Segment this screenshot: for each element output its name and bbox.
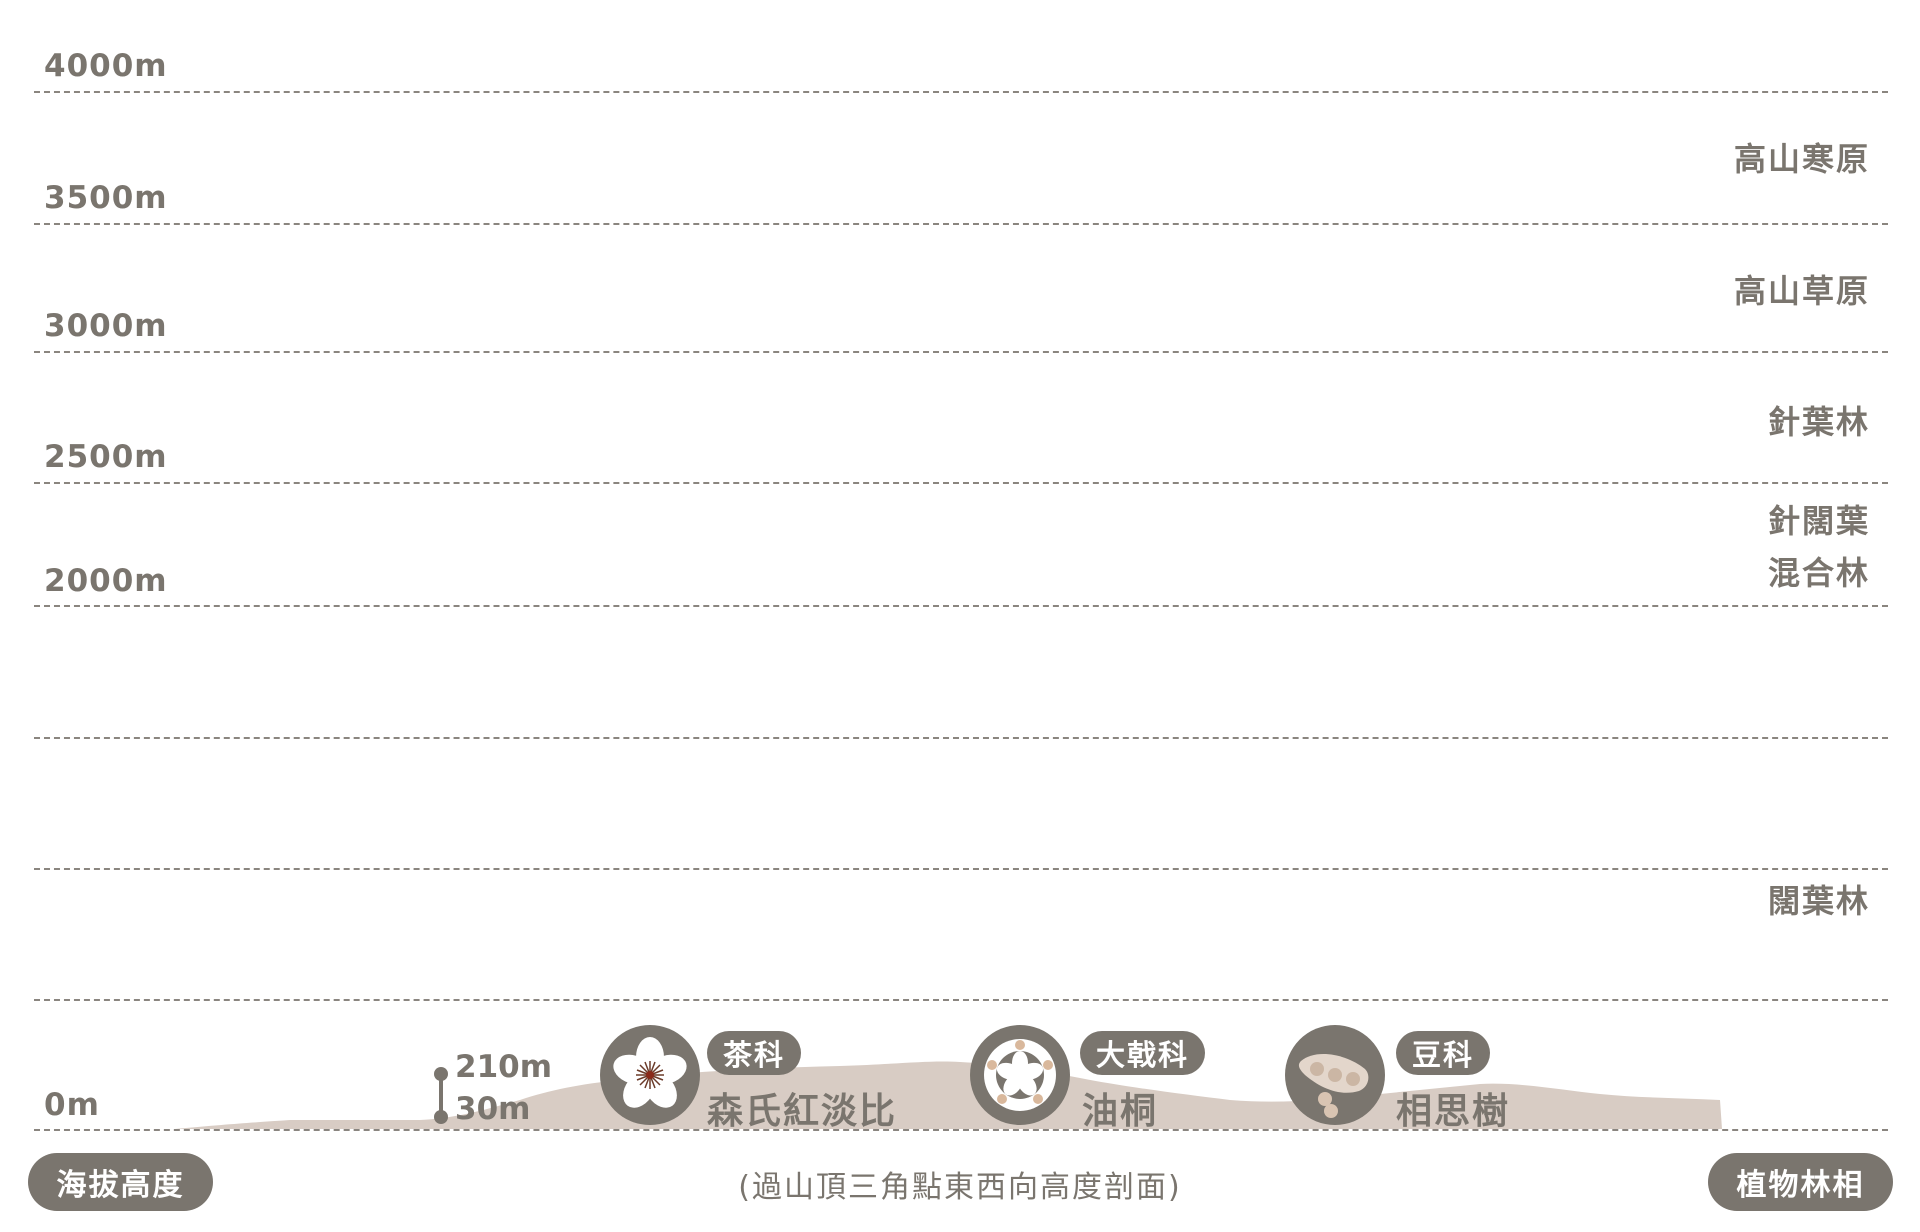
plant-name-tung: 油桐	[1082, 1091, 1159, 1132]
gridline-2500	[34, 482, 1888, 484]
elevation-label-2000: 2000m	[44, 563, 168, 599]
right-axis-pill: 植物林相	[1708, 1153, 1893, 1211]
range-bottom-label: 30m	[455, 1091, 531, 1127]
zone-label-alpine-tundra: 高山寒原	[1733, 140, 1870, 178]
gridline-3500	[34, 223, 1888, 225]
elevation-label-0: 0m	[44, 1087, 100, 1123]
zone-label-broadleaf: 闊葉林	[1767, 882, 1870, 920]
plant-name-cleyera: 森氏紅淡比	[707, 1091, 898, 1132]
zone-label-mixed-forest-line2: 混合林	[1767, 554, 1870, 592]
elevation-label-3500: 3500m	[44, 180, 168, 216]
elevation-label-4000: 4000m	[44, 48, 168, 84]
tung-flower-icon	[970, 1025, 1070, 1125]
zone-label-alpine-grassland: 高山草原	[1733, 272, 1870, 310]
gridline-2000	[34, 605, 1888, 607]
left-axis-pill: 海拔高度	[28, 1153, 213, 1211]
gridline-0	[34, 1129, 1888, 1131]
zone-label-mixed-forest-line1: 針闊葉	[1767, 502, 1870, 540]
family-badge-euphorbiaceae: 大戟科	[1080, 1031, 1206, 1075]
gridline-4000	[34, 91, 1888, 93]
gridline-1000	[34, 868, 1888, 870]
plant-name-acacia: 相思樹	[1396, 1091, 1511, 1132]
zone-label-conifer: 針葉林	[1767, 403, 1870, 441]
profile-caption: (過山頂三角點東西向高度剖面)	[738, 1170, 1182, 1205]
elevation-range-marker	[434, 1067, 448, 1124]
flower-icon	[600, 1025, 700, 1125]
range-top-label: 210m	[455, 1049, 553, 1085]
gridline-1500	[34, 737, 1888, 739]
elevation-label-3000: 3000m	[44, 308, 168, 344]
gridline-500	[34, 999, 1888, 1001]
elevation-label-2500: 2500m	[44, 439, 168, 475]
gridline-3000	[34, 351, 1888, 353]
family-badge-theaceae: 茶科	[707, 1031, 802, 1075]
bean-pod-icon	[1285, 1025, 1385, 1125]
family-badge-fabaceae: 豆科	[1396, 1031, 1491, 1075]
